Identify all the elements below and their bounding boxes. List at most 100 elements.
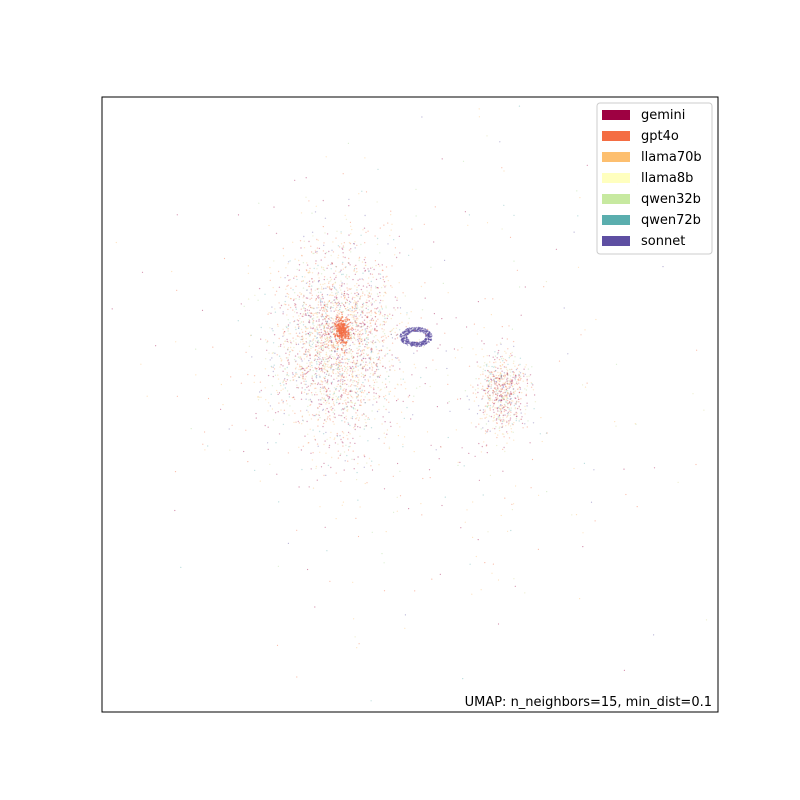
point-gpt4o <box>370 325 372 327</box>
point-sonnet <box>406 337 408 339</box>
point-llama70b <box>351 373 353 376</box>
point-qwen32b <box>513 414 515 416</box>
point-sonnet <box>341 383 344 385</box>
point-gpt4o <box>337 383 339 386</box>
point-gemini <box>492 390 494 392</box>
point-llama8b <box>324 232 326 234</box>
point-llama70b <box>377 395 380 397</box>
point-gpt4o <box>285 400 288 402</box>
point-gpt4o <box>345 390 347 392</box>
point-gemini <box>484 389 486 391</box>
point-gemini <box>361 359 363 361</box>
point-sonnet <box>506 372 508 375</box>
point-llama70b <box>374 316 377 318</box>
point-gemini <box>347 431 350 434</box>
point-gemini <box>380 349 382 352</box>
point-llama70b <box>501 364 503 366</box>
point-llama8b <box>325 382 327 384</box>
point-gemini <box>526 382 529 384</box>
point-llama8b <box>316 268 318 270</box>
point-sonnet <box>410 341 413 344</box>
point-llama70b <box>499 373 502 375</box>
point-llama70b <box>314 438 316 440</box>
point-gpt4o <box>315 344 317 346</box>
point-gpt4o <box>512 423 514 426</box>
point-gpt4o <box>308 442 310 444</box>
point-llama8b <box>372 357 374 360</box>
point-llama70b <box>478 108 480 110</box>
point-sonnet <box>423 328 425 330</box>
point-qwen32b <box>195 348 197 350</box>
point-gemini <box>498 414 501 416</box>
point-gemini <box>359 322 361 325</box>
point-gpt4o <box>315 387 317 389</box>
point-llama70b <box>361 261 364 263</box>
point-gpt4o <box>484 430 487 432</box>
point-gpt4o <box>296 529 298 531</box>
point-gemini <box>503 375 505 377</box>
point-llama70b <box>487 377 489 379</box>
point-gpt4o <box>296 676 298 678</box>
point-llama70b <box>325 354 327 356</box>
point-gpt4o <box>344 344 346 347</box>
point-gemini <box>360 323 362 325</box>
point-llama70b <box>356 283 358 285</box>
point-sonnet <box>282 400 284 403</box>
point-sonnet <box>404 342 407 345</box>
point-gpt4o <box>342 345 345 347</box>
point-llama8b <box>323 343 325 346</box>
point-gemini <box>333 272 335 275</box>
point-gpt4o <box>510 353 512 355</box>
point-llama70b <box>315 368 317 371</box>
point-gemini <box>335 276 337 279</box>
point-llama70b <box>391 223 393 225</box>
point-gpt4o <box>346 287 348 289</box>
point-gpt4o <box>347 262 349 264</box>
point-gpt4o <box>508 325 510 327</box>
point-qwen32b <box>474 389 477 391</box>
point-gemini <box>320 331 323 334</box>
point-qwen32b <box>352 379 354 382</box>
point-llama70b <box>503 396 506 398</box>
point-llama8b <box>330 344 332 346</box>
point-gemini <box>369 385 371 387</box>
point-gemini <box>430 444 432 446</box>
point-gpt4o <box>359 355 361 357</box>
point-gemini <box>357 426 359 428</box>
point-gpt4o <box>323 304 326 307</box>
point-llama70b <box>402 443 404 445</box>
point-gemini <box>322 357 324 359</box>
point-gemini <box>352 332 355 334</box>
point-gemini <box>510 391 512 393</box>
point-gemini <box>468 452 470 454</box>
point-llama8b <box>482 387 484 390</box>
point-llama70b <box>321 313 324 315</box>
point-gpt4o <box>335 472 337 474</box>
point-sonnet <box>305 282 308 284</box>
point-sonnet <box>360 325 363 328</box>
point-gpt4o <box>481 397 484 399</box>
point-llama70b <box>346 371 348 373</box>
point-llama8b <box>370 341 372 343</box>
point-gpt4o <box>352 350 354 353</box>
point-llama8b <box>330 341 332 343</box>
point-qwen32b <box>519 375 522 377</box>
point-llama70b <box>307 442 309 444</box>
point-gemini <box>321 335 323 338</box>
point-gpt4o <box>358 343 360 345</box>
point-gpt4o <box>370 319 372 321</box>
point-gpt4o <box>360 391 363 394</box>
point-qwen32b <box>303 307 305 309</box>
point-gemini <box>307 314 310 317</box>
point-gemini <box>383 323 385 326</box>
point-gemini <box>305 372 308 375</box>
point-gpt4o <box>302 445 304 447</box>
point-gpt4o <box>357 394 360 396</box>
point-gemini <box>502 419 504 421</box>
point-gemini <box>294 179 296 181</box>
point-llama70b <box>323 362 326 364</box>
point-gemini <box>308 280 311 282</box>
point-gpt4o <box>371 369 373 371</box>
point-llama70b <box>250 334 252 337</box>
point-qwen32b <box>344 369 346 371</box>
